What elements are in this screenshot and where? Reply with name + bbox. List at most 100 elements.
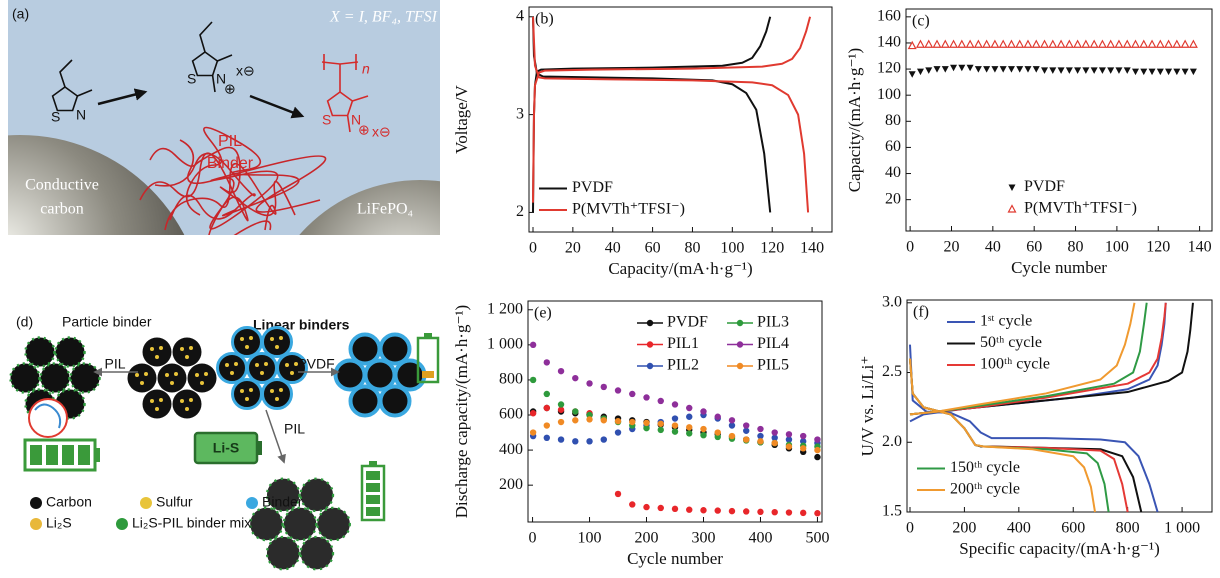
x-tick-label: 40 bbox=[605, 240, 621, 257]
data-point bbox=[1157, 41, 1164, 48]
y-tick-label: 3.0 bbox=[882, 293, 902, 310]
data-point bbox=[658, 427, 664, 433]
data-point bbox=[757, 438, 763, 444]
data-point bbox=[686, 507, 692, 513]
y-tick-label: 40 bbox=[885, 164, 901, 181]
data-point bbox=[1182, 69, 1189, 76]
figure: (a) X = I, BF₄, TFSI PIL Binder Conducti… bbox=[0, 0, 1220, 578]
legend-label: PIL1 bbox=[667, 335, 699, 352]
formula: X = I, BF₄, TFSI bbox=[329, 9, 438, 26]
data-point bbox=[743, 508, 749, 514]
legend-label: Carbon bbox=[46, 494, 92, 510]
data-point bbox=[700, 432, 706, 438]
legend-label: PVDF bbox=[1024, 178, 1065, 195]
data-point bbox=[715, 414, 721, 420]
data-point bbox=[1124, 41, 1131, 48]
battery-bar bbox=[366, 495, 380, 504]
data-point bbox=[1049, 67, 1056, 74]
legend-marker bbox=[1009, 206, 1016, 213]
battery-bar bbox=[422, 371, 434, 378]
legend-label: P(MVTh⁺TFSI⁻) bbox=[572, 201, 685, 218]
data-point bbox=[772, 509, 778, 515]
linear-cluster bbox=[218, 328, 307, 409]
legend-label: PIL5 bbox=[757, 357, 789, 374]
data-point bbox=[1190, 69, 1197, 76]
data-point bbox=[672, 506, 678, 512]
data-point bbox=[967, 41, 974, 48]
data-point bbox=[983, 41, 990, 48]
x-tick-label: 600 bbox=[1061, 520, 1085, 537]
x-tick-label: 140 bbox=[1188, 239, 1212, 256]
legend-label: 200ᵗʰ cycle bbox=[950, 481, 1020, 498]
data-point bbox=[991, 66, 998, 73]
data-point bbox=[950, 65, 957, 72]
data-point bbox=[544, 405, 550, 411]
atom: ⊕ bbox=[358, 122, 370, 138]
data-point bbox=[615, 429, 621, 435]
data-point bbox=[1000, 41, 1007, 48]
data-point bbox=[925, 41, 932, 48]
data-point bbox=[934, 41, 941, 48]
pvdf-cluster bbox=[336, 335, 425, 416]
y-tick-label: 4 bbox=[516, 7, 524, 24]
y-axis-label: U/V vs. Li/Li⁺ bbox=[858, 356, 877, 457]
data-point bbox=[615, 491, 621, 497]
y-tick-label: 80 bbox=[885, 112, 901, 129]
atom: ⊕ bbox=[224, 81, 236, 97]
x-tick-label: 0 bbox=[906, 520, 914, 537]
data-point bbox=[643, 504, 649, 510]
legend-marker bbox=[1009, 185, 1016, 192]
data-point bbox=[1041, 67, 1048, 74]
y-tick-label: 100 bbox=[877, 86, 901, 103]
data-point bbox=[572, 375, 578, 381]
data-point bbox=[672, 415, 678, 421]
data-point bbox=[1066, 67, 1073, 74]
data-point bbox=[786, 443, 792, 449]
data-point bbox=[1182, 41, 1189, 48]
data-point bbox=[800, 510, 806, 516]
data-point bbox=[629, 391, 635, 397]
y-tick-label: 1 200 bbox=[487, 300, 523, 317]
x-tick-label: 80 bbox=[1068, 239, 1084, 256]
data-point bbox=[1124, 67, 1131, 74]
x-tick-label: 500 bbox=[805, 530, 829, 547]
data-point bbox=[586, 416, 592, 422]
data-point bbox=[643, 420, 649, 426]
y-tick-label: 2.0 bbox=[882, 433, 902, 450]
data-point bbox=[1190, 41, 1197, 48]
x-tick-label: 0 bbox=[529, 530, 537, 547]
battery-bar bbox=[62, 445, 74, 465]
data-point bbox=[544, 359, 550, 365]
x-tick-label: 80 bbox=[684, 240, 700, 257]
arrow-label: PIL bbox=[284, 421, 305, 437]
pil-cluster bbox=[250, 479, 350, 570]
carbon-label: carbon bbox=[40, 201, 84, 218]
data-point bbox=[1033, 41, 1040, 48]
data-point bbox=[658, 421, 664, 427]
legend-swatch bbox=[30, 518, 42, 530]
data-point bbox=[1016, 41, 1023, 48]
data-point bbox=[572, 438, 578, 444]
legend-marker bbox=[737, 341, 743, 347]
data-point bbox=[1149, 41, 1156, 48]
x-tick-label: 100 bbox=[578, 530, 602, 547]
data-point bbox=[530, 410, 536, 416]
x-axis-label: Capacity/(mA·h·g⁻¹) bbox=[608, 259, 752, 278]
panel-label: (e) bbox=[534, 305, 552, 322]
data-point bbox=[1173, 69, 1180, 76]
legend-marker bbox=[737, 363, 743, 369]
data-point bbox=[672, 401, 678, 407]
x-tick-label: 800 bbox=[1116, 520, 1140, 537]
battery-cap bbox=[369, 461, 377, 466]
data-point bbox=[967, 65, 974, 72]
legend-label: P(MVTh⁺TFSI⁻) bbox=[1024, 200, 1137, 217]
data-point bbox=[917, 41, 924, 48]
battery-label: Li-S bbox=[213, 440, 239, 456]
y-tick-label: 160 bbox=[877, 8, 901, 25]
legend-label: 150ᵗʰ cycle bbox=[950, 459, 1020, 476]
data-point bbox=[1132, 69, 1139, 76]
x-tick-label: 200 bbox=[952, 520, 976, 537]
arrow-label: PVDF bbox=[297, 356, 334, 372]
data-point bbox=[601, 384, 607, 390]
data-point bbox=[686, 405, 692, 411]
